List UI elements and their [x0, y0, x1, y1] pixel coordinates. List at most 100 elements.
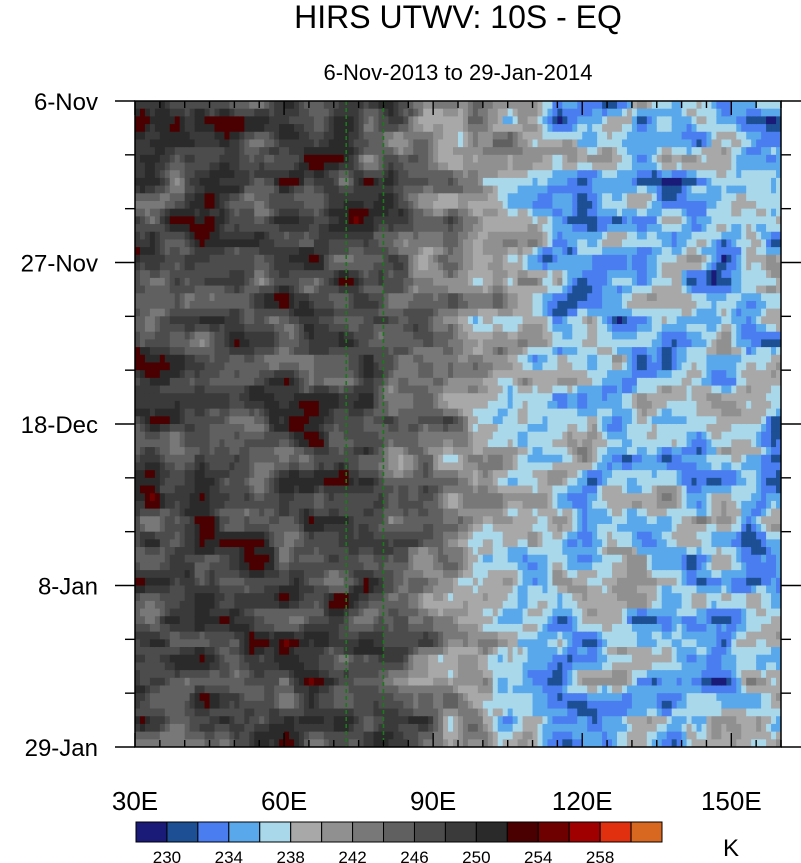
- field-cell: [303, 493, 310, 502]
- field-cell: [219, 531, 226, 540]
- field-cell: [154, 716, 161, 725]
- field-cell: [333, 247, 340, 256]
- field-cell: [234, 670, 240, 679]
- field-cell: [289, 554, 295, 564]
- field-cell: [204, 324, 211, 333]
- field-cell: [383, 600, 390, 610]
- field-cell: [353, 408, 360, 417]
- field-cell: [418, 731, 424, 740]
- field-cell: [254, 539, 260, 548]
- field-cell: [303, 124, 310, 133]
- field-cell: [264, 216, 270, 225]
- field-cell: [358, 362, 365, 371]
- field-cell: [388, 200, 394, 210]
- field-cell: [284, 393, 290, 402]
- field-cell: [358, 154, 365, 164]
- field-cell: [159, 477, 166, 487]
- field-cell: [214, 554, 221, 564]
- field-cell: [294, 308, 300, 317]
- field-cell: [378, 716, 385, 725]
- field-cell: [189, 593, 196, 602]
- field-cell: [224, 293, 231, 302]
- field-cell: [298, 324, 305, 333]
- field-cell: [224, 508, 231, 517]
- field-cell: [363, 631, 370, 640]
- field-cell: [239, 485, 245, 494]
- field-cell: [209, 262, 216, 271]
- field-cell: [363, 393, 370, 402]
- field-cell: [164, 370, 171, 379]
- field-cell: [289, 685, 295, 694]
- field-cell: [229, 439, 235, 448]
- field-cell: [413, 231, 419, 241]
- field-cell: [164, 124, 171, 133]
- field-cell: [154, 723, 161, 733]
- field-cell: [159, 385, 166, 394]
- field-cell: [249, 516, 255, 525]
- field-cell: [383, 354, 390, 364]
- field-cell: [303, 577, 310, 587]
- field-cell: [234, 523, 240, 533]
- field-cell: [274, 177, 280, 187]
- field-cell: [139, 447, 146, 456]
- field-cell: [284, 562, 290, 571]
- field-cell: [408, 523, 414, 533]
- field-cell: [279, 608, 285, 617]
- field-cell: [174, 439, 181, 448]
- field-cell: [239, 354, 245, 364]
- field-cell: [303, 193, 310, 202]
- field-cell: [224, 608, 231, 617]
- field-cell: [294, 224, 300, 233]
- field-cell: [284, 424, 290, 433]
- field-cell: [204, 185, 211, 194]
- field-cell: [174, 654, 181, 663]
- field-cell: [338, 431, 345, 440]
- field-cell: [189, 700, 196, 710]
- field-cell: [174, 708, 181, 717]
- field-cell: [318, 723, 325, 733]
- field-cell: [259, 239, 265, 248]
- field-cell: [303, 547, 310, 556]
- field-cell: [383, 416, 390, 425]
- field-cell: [219, 293, 226, 302]
- field-cell: [328, 539, 335, 548]
- field-cell: [383, 623, 390, 633]
- field-cell: [333, 308, 340, 317]
- field-cell: [159, 185, 166, 194]
- field-cell: [368, 623, 375, 633]
- field-cell: [274, 516, 280, 525]
- field-cell: [378, 662, 385, 671]
- field-cell: [199, 523, 206, 533]
- field-cell: [154, 523, 161, 533]
- field-cell: [249, 370, 255, 379]
- field-cell: [239, 216, 245, 225]
- field-cell: [284, 185, 290, 194]
- field-cell: [333, 408, 340, 417]
- field-cell: [323, 200, 330, 210]
- field-cell: [259, 116, 265, 125]
- field-cell: [239, 162, 245, 171]
- field-cell: [149, 101, 156, 110]
- field-cell: [149, 308, 156, 317]
- field-cell: [333, 693, 340, 702]
- field-cell: [378, 416, 385, 425]
- field-cell: [239, 693, 245, 702]
- field-cell: [358, 193, 365, 202]
- field-cell: [234, 393, 240, 402]
- field-cell: [204, 300, 211, 310]
- field-cell: [333, 147, 340, 156]
- field-cell: [154, 270, 161, 279]
- field-cell: [224, 493, 231, 502]
- field-cell: [164, 462, 171, 471]
- field-cell: [189, 385, 196, 394]
- field-cell: [383, 377, 390, 387]
- field-cell: [214, 400, 221, 410]
- field-cell: [428, 270, 434, 279]
- field-cell: [393, 670, 399, 679]
- field-cell: [209, 439, 216, 448]
- field-cell: [154, 631, 161, 640]
- field-cell: [174, 670, 181, 679]
- field-cell: [199, 308, 206, 317]
- field-cell: [174, 154, 181, 164]
- field-cell: [428, 162, 434, 171]
